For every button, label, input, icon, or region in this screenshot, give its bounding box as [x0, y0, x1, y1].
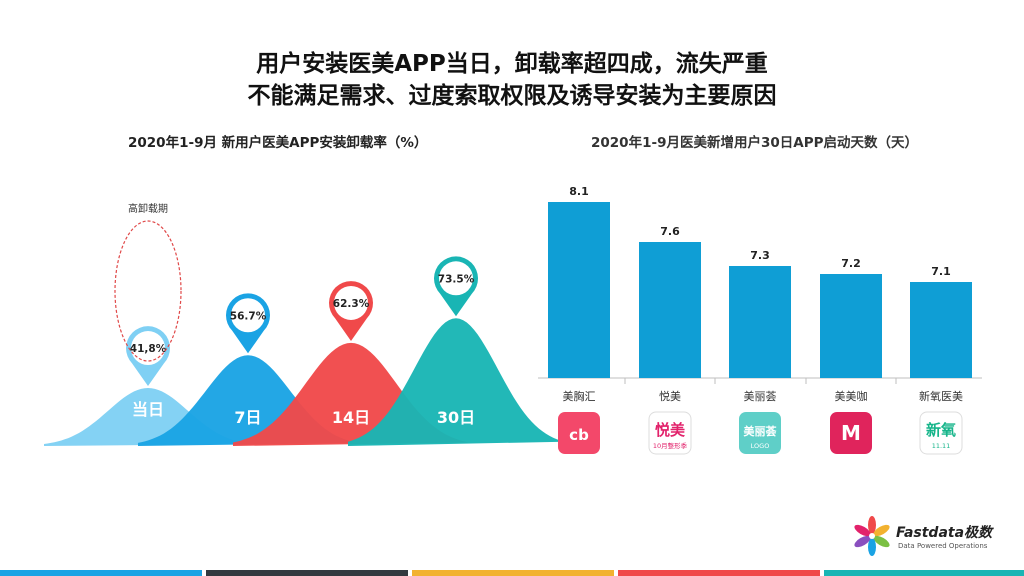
footer-segment-5: [824, 570, 1024, 576]
launch-days-value-label: 7.2: [841, 257, 861, 270]
launch-days-category-label: 美胸汇: [563, 389, 596, 403]
uninstall-pin-center: [231, 298, 265, 333]
uninstall-value-label: 41,8%: [130, 343, 167, 355]
launch-days-chart: 8.1 美胸汇 7.6 悦美 7.3 美丽荟 7.2 美美咖 7.1 新氧医美 cb 悦美 10月整形季…: [538, 185, 982, 455]
uninstall-value-label: 56.7%: [230, 310, 267, 322]
meilihui-icon: 美丽荟 LOGO: [739, 412, 781, 454]
app-icon-subtext: LOGO: [751, 442, 770, 450]
footer-segment-3: [412, 570, 614, 576]
launch-days-value-label: 7.3: [750, 249, 770, 262]
launch-days-bar-1: [548, 202, 610, 378]
footer-segment-2: [206, 570, 408, 576]
uninstall-category-label: 7日: [234, 408, 261, 427]
fastdata-flower-icon: [854, 516, 890, 556]
meimeika-icon: M: [830, 412, 872, 454]
uninstall-rate-chart: 当日 41,8% 7日 56.7% 14日 62.3% 30日 73.5% 高卸载期: [44, 202, 564, 446]
uninstall-category-label: 14日: [332, 408, 370, 427]
app-icon-subtext: 10月整形季: [653, 441, 688, 450]
footer-segment-4: [618, 570, 820, 576]
launch-days-category-label: 悦美: [659, 389, 681, 403]
app-icon-text: 美丽荟: [744, 424, 778, 438]
app-icon-subtext: 11.11: [932, 442, 951, 450]
headline-line-1: 用户安装医美APP当日，卸载率超四成，流失严重: [256, 51, 768, 77]
launch-days-chart-title: 2020年1-9月医美新增用户30日APP启动天数（天）: [591, 135, 918, 151]
headline-line-2: 不能满足需求、过度索取权限及诱导安装为主要原因: [247, 83, 777, 109]
app-icon-text: cb: [569, 426, 589, 444]
logo-tagline: Data Powered Operations: [898, 542, 988, 550]
meixionghui-icon: cb: [558, 412, 600, 454]
launch-days-value-label: 7.1: [931, 265, 951, 278]
launch-days-bar-5: [910, 282, 972, 378]
uninstall-pin-center: [334, 285, 368, 320]
fastdata-logo: Fastdata极数 Data Powered Operations: [850, 514, 1020, 560]
app-icon-text: 新氧: [926, 421, 956, 439]
uninstall-pin-center: [131, 331, 165, 366]
launch-days-value-label: 7.6: [660, 225, 680, 238]
footer-segment-1: [0, 570, 202, 576]
high-uninstall-annotation: 高卸载期: [128, 202, 168, 215]
uninstall-category-label: 30日: [437, 408, 475, 427]
launch-days-value-label: 8.1: [569, 185, 589, 198]
launch-days-bar-2: [639, 242, 701, 378]
uninstall-pin-center: [439, 261, 473, 296]
launch-days-bar-3: [729, 266, 791, 378]
launch-days-bar-4: [820, 274, 882, 378]
launch-days-category-label: 美美咖: [835, 389, 868, 403]
uninstall-chart-title: 2020年1-9月 新用户医美APP安装卸载率（%）: [128, 135, 428, 151]
yuemei-icon: 悦美 10月整形季: [648, 411, 692, 455]
app-icon-text: 悦美: [655, 421, 686, 439]
uninstall-curve-4: [348, 318, 564, 446]
high-uninstall-highlight: [114, 220, 182, 362]
launch-days-category-label: 新氧医美: [919, 389, 963, 403]
uninstall-category-label: 当日: [132, 400, 164, 419]
uninstall-value-label: 62.3%: [333, 298, 370, 310]
logo-name: Fastdata极数: [896, 525, 993, 541]
app-icon-text: M: [841, 421, 861, 445]
launch-days-category-label: 美丽荟: [744, 389, 777, 403]
uninstall-value-label: 73.5%: [438, 273, 475, 285]
xinyang-icon: 新氧 11.11: [919, 411, 963, 455]
